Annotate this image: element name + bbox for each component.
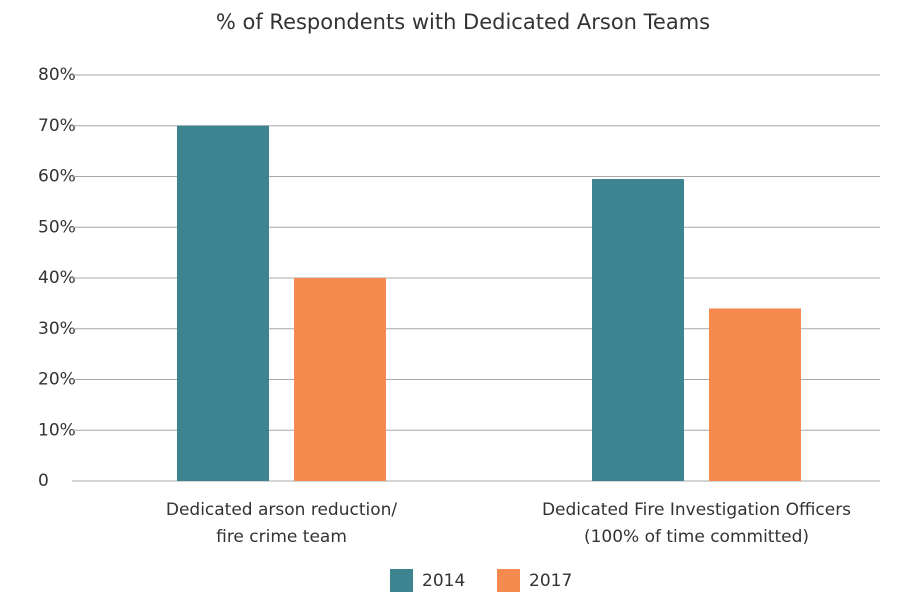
legend-swatch	[390, 569, 413, 592]
chart-title: % of Respondents with Dedicated Arson Te…	[216, 10, 710, 34]
x-tick-label: fire crime team	[216, 527, 347, 547]
y-tick-label: 30%	[38, 319, 76, 339]
legend-swatch	[497, 569, 520, 592]
y-tick-label: 10%	[38, 420, 76, 440]
x-tick-label: Dedicated arson reduction/	[166, 500, 398, 520]
legend-label: 2014	[422, 571, 465, 591]
legend-label: 2017	[529, 571, 572, 591]
y-tick-label: 60%	[38, 167, 76, 187]
bar	[592, 179, 684, 481]
y-tick-label: 50%	[38, 217, 76, 237]
bar	[294, 278, 386, 481]
bar	[709, 308, 801, 481]
y-tick-label: 20%	[38, 370, 76, 390]
y-tick-label: 0	[38, 471, 49, 491]
bar	[177, 125, 269, 481]
y-tick-label: 80%	[38, 65, 76, 85]
x-tick-label: (100% of time committed)	[584, 527, 809, 547]
y-tick-label: 70%	[38, 116, 76, 136]
y-tick-label: 40%	[38, 268, 76, 288]
x-tick-label: Dedicated Fire Investigation Officers	[542, 500, 851, 520]
